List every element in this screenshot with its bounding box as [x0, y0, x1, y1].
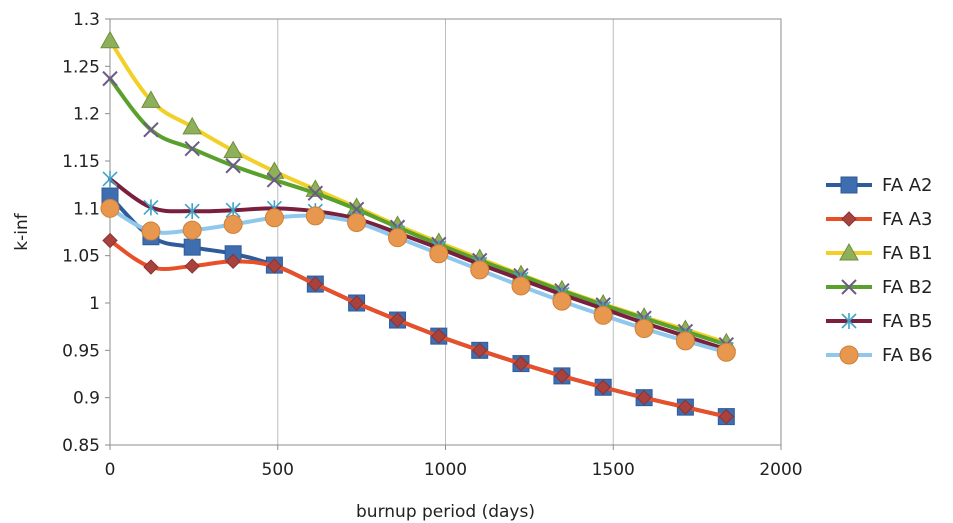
data-point	[348, 295, 365, 311]
x-axis-label: burnup period (days)	[356, 502, 535, 522]
data-point	[143, 259, 159, 275]
y-tick-label-2: 0.95	[62, 341, 100, 361]
legend-item: FA A3	[826, 209, 933, 230]
y-tick-label-0: 0.85	[62, 436, 100, 456]
data-point	[431, 328, 447, 344]
y-tick-label-6: 1.15	[62, 152, 100, 172]
data-point	[223, 140, 243, 159]
y-tick-label-9: 1.3	[73, 10, 100, 30]
x-tick-label-4: 2000	[759, 460, 802, 480]
legend-label: FA B1	[882, 243, 933, 264]
data-point	[429, 244, 449, 264]
y-tick-label-8: 1.25	[62, 57, 100, 77]
data-point	[675, 331, 695, 351]
data-point	[102, 170, 118, 187]
series-layer	[100, 30, 737, 426]
data-point	[100, 30, 120, 49]
data-point	[472, 342, 488, 359]
y-axis-ticks: 0.85 0.9 0.95 1 1.05 1.1 1.15 1.2 1.25 1.3	[62, 10, 110, 456]
data-point	[223, 214, 243, 234]
x-tick-label-0: 0	[105, 460, 116, 480]
legend-marker	[839, 345, 859, 365]
y-tick-label-4: 1.05	[62, 247, 100, 267]
series-line	[108, 176, 729, 352]
legend-item: FA B1	[826, 242, 933, 264]
data-point	[225, 253, 241, 270]
data-point	[184, 258, 200, 274]
data-point	[143, 199, 159, 216]
data-point	[470, 260, 490, 280]
data-point	[307, 185, 324, 201]
y-tick-label-1: 0.9	[73, 389, 100, 409]
x-axis-ticks: 0 500 1000 1500 2000	[105, 445, 803, 480]
data-point	[141, 221, 161, 241]
data-point	[102, 232, 118, 249]
data-point	[266, 172, 283, 188]
legend-item: FA B5	[826, 311, 933, 332]
data-point	[305, 206, 325, 226]
data-point	[100, 198, 120, 218]
data-point	[389, 312, 406, 328]
x-tick-label-1: 500	[262, 460, 294, 480]
grid-lines	[109, 19, 782, 445]
data-point	[141, 90, 161, 108]
data-point	[552, 291, 572, 311]
data-point	[264, 208, 284, 228]
data-point	[513, 355, 529, 372]
x-tick-label-3: 1500	[592, 460, 635, 480]
data-point	[182, 220, 202, 240]
x-tick-label-2: 1000	[424, 460, 467, 480]
series-line	[108, 238, 729, 419]
data-point	[388, 228, 408, 248]
data-point	[718, 408, 735, 425]
y-tick-label-3: 1	[89, 294, 100, 314]
data-point	[511, 276, 531, 296]
data-point	[347, 213, 367, 233]
legend-label: FA A2	[882, 175, 933, 196]
data-point	[554, 368, 570, 384]
series-line	[108, 206, 729, 355]
legend-marker	[840, 176, 858, 194]
data-point	[183, 238, 201, 256]
series-fa-a3	[102, 232, 735, 425]
legend-marker	[841, 313, 857, 329]
legend-label: FA B6	[882, 345, 933, 366]
data-point	[143, 122, 159, 138]
series-line	[108, 38, 729, 345]
data-point	[677, 399, 694, 415]
data-point	[593, 305, 613, 325]
legend-marker	[839, 242, 859, 261]
data-point	[184, 203, 200, 220]
series-fa-b6	[100, 198, 736, 362]
series-fa-b1	[100, 30, 737, 351]
series-line	[108, 76, 729, 347]
data-point	[102, 70, 118, 87]
data-point	[307, 276, 324, 292]
legend-item: FA A2	[826, 175, 933, 196]
data-point	[716, 342, 736, 362]
data-point	[182, 116, 203, 135]
legend-label: FA B5	[882, 311, 933, 332]
y-tick-label-5: 1.1	[73, 199, 100, 219]
legend-item: FA B6	[826, 345, 933, 366]
data-point	[225, 158, 241, 174]
data-point	[634, 319, 654, 339]
legend-marker	[841, 279, 857, 295]
data-point	[184, 140, 200, 157]
y-axis-label: k-inf	[12, 212, 32, 250]
legend-marker	[841, 211, 857, 227]
data-point	[266, 258, 283, 274]
data-point	[595, 379, 611, 395]
legend: FA A2 FA A3 FA B1 FA B2 FA B5 FA B6	[826, 175, 933, 366]
legend-item: FA B2	[826, 277, 933, 298]
y-tick-label-7: 1.2	[73, 105, 100, 125]
data-point	[636, 389, 652, 406]
legend-label: FA A3	[882, 209, 933, 230]
legend-label: FA B2	[882, 277, 933, 298]
